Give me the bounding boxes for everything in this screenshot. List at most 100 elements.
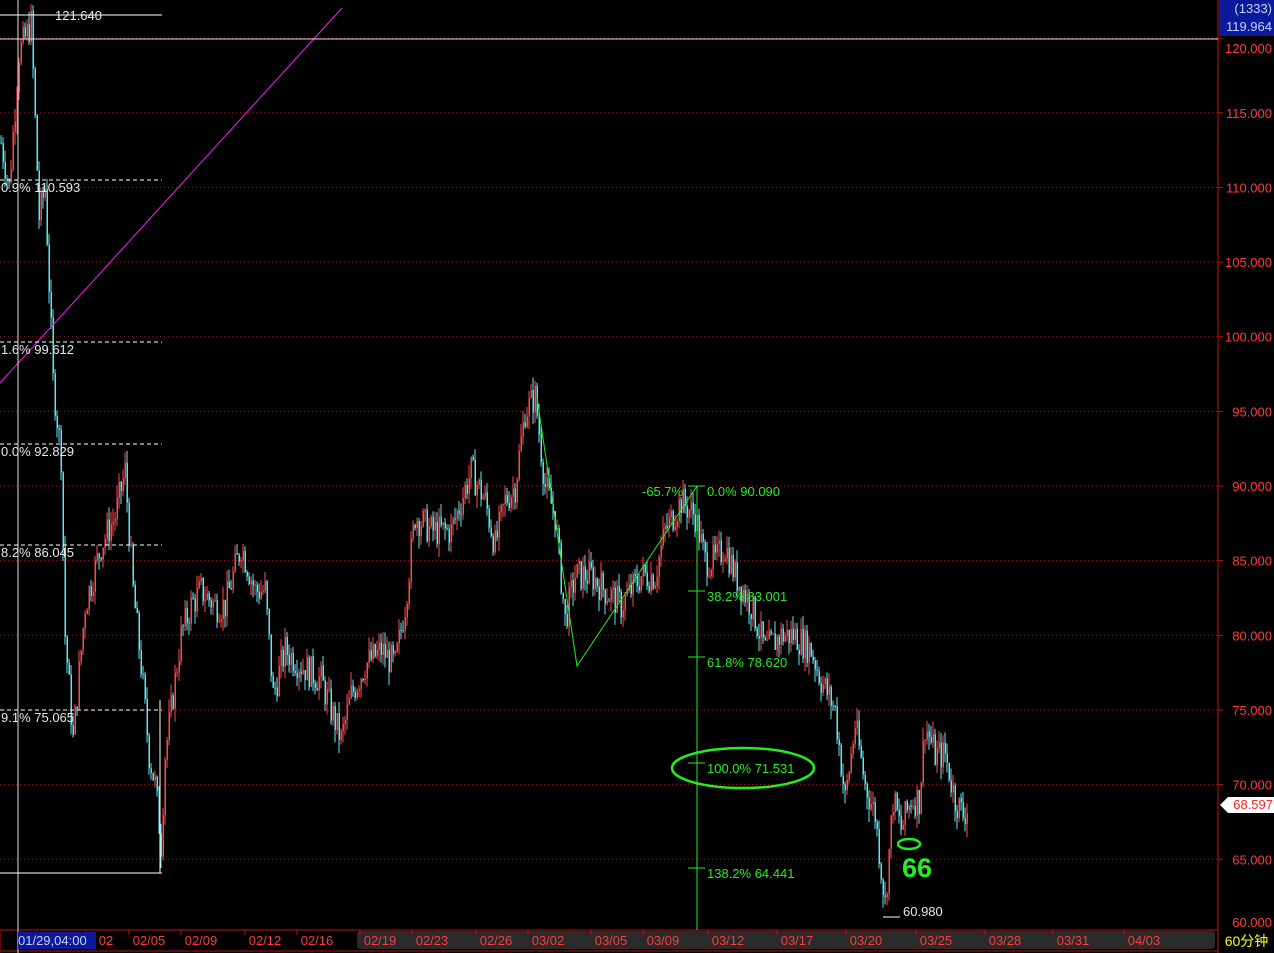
candle-down [866, 783, 868, 798]
candle-down [818, 670, 820, 684]
candle-up [766, 639, 768, 641]
candle-up [966, 813, 968, 824]
candle-up [180, 625, 182, 662]
candle-up [850, 753, 852, 773]
candle-up [416, 521, 418, 529]
candle-down [928, 731, 930, 737]
candle-up [470, 456, 472, 479]
candle-down [896, 793, 898, 810]
candle-up [26, 24, 28, 37]
candle-down [194, 598, 196, 612]
candle-down [316, 688, 318, 691]
candle-up [848, 772, 850, 780]
candle-down [304, 670, 306, 681]
price-axis[interactable]: 60.000 65.000 70.000 75.000 80.000 85.000 90.0… [1217, 0, 1272, 953]
candle-down [558, 527, 560, 543]
selected-time-label: 01/29,04:00 [18, 932, 96, 949]
candle-up [242, 551, 244, 561]
candle-up [206, 593, 208, 600]
fib-right-label: 138.2% 64.441 [707, 866, 794, 881]
candle-up [350, 685, 352, 698]
candle-up [786, 629, 788, 636]
candle-up [800, 629, 802, 655]
candle-down [918, 790, 920, 814]
candle-up [642, 564, 644, 577]
price-grid [0, 37, 1218, 935]
candle-up [872, 802, 874, 805]
candle-up [332, 706, 334, 721]
candle-up [512, 488, 514, 497]
candle-up [502, 504, 504, 506]
candle-down [258, 591, 260, 599]
candle-up [428, 526, 430, 542]
time-axis[interactable]: 02 02/05 02/09 02/12 02/16 02/19 02/23 02/26 03/… [0, 929, 1219, 952]
candle-up [870, 804, 872, 810]
candle-down [36, 115, 38, 171]
candle-up [234, 553, 236, 572]
candle-up [462, 498, 464, 515]
candle-up [204, 599, 206, 602]
time-tick-label: 03/02 [532, 933, 565, 948]
candle-up [450, 523, 452, 543]
candle-down [160, 833, 162, 857]
candle-up [464, 484, 466, 499]
candle-up [730, 554, 732, 574]
candle-up [952, 785, 954, 793]
time-tick-label: 03/20 [850, 933, 883, 948]
candles [0, 4, 968, 908]
candle-down [702, 533, 704, 542]
candle-down [276, 687, 278, 696]
candle-up [368, 650, 370, 663]
candle-up [892, 812, 894, 816]
candle-up [106, 519, 108, 540]
candle-down [388, 649, 390, 673]
candle-up [118, 481, 120, 498]
candle-up [250, 580, 252, 585]
candle-down [782, 628, 784, 642]
candle-up [522, 422, 524, 437]
candle-down [8, 179, 10, 183]
candle-down [146, 699, 148, 736]
candle-up [170, 695, 172, 713]
candle-down [300, 671, 302, 674]
candle-down [440, 516, 442, 525]
candle-up [936, 748, 938, 765]
candle-up [86, 609, 88, 615]
candle-up [678, 499, 680, 522]
candle-down [490, 527, 492, 536]
candle-up [302, 670, 304, 674]
candle-down [436, 522, 438, 544]
candle-up [264, 581, 266, 591]
candle-up [396, 643, 398, 652]
candle-up [888, 848, 890, 894]
candle-up [198, 581, 200, 589]
candle-down [930, 736, 932, 743]
candle-down [538, 415, 540, 435]
candle-down [592, 567, 594, 590]
candle-down [208, 593, 210, 601]
candle-down [380, 642, 382, 656]
candle-up [196, 588, 198, 612]
candle-up [434, 522, 436, 531]
candle-down [72, 725, 74, 735]
candle-up [468, 478, 470, 494]
candle-down [544, 483, 546, 487]
candle-down [878, 829, 880, 864]
timeframe-selector[interactable]: 60分钟 [1219, 930, 1274, 952]
bar-count: (1333) [1234, 1, 1272, 16]
candle-up [318, 676, 320, 691]
candle-down [432, 516, 434, 531]
candle-up [284, 636, 286, 667]
candle-down [54, 373, 56, 416]
candle-down [762, 621, 764, 638]
candle-down [0, 142, 2, 144]
candle-down [562, 592, 564, 600]
candle-down [246, 572, 248, 577]
candle-down [960, 797, 962, 803]
candle-down [698, 514, 700, 543]
candle-up [656, 576, 658, 586]
candle-down [6, 178, 8, 180]
candle-down [314, 683, 316, 689]
candle-down [448, 528, 450, 543]
